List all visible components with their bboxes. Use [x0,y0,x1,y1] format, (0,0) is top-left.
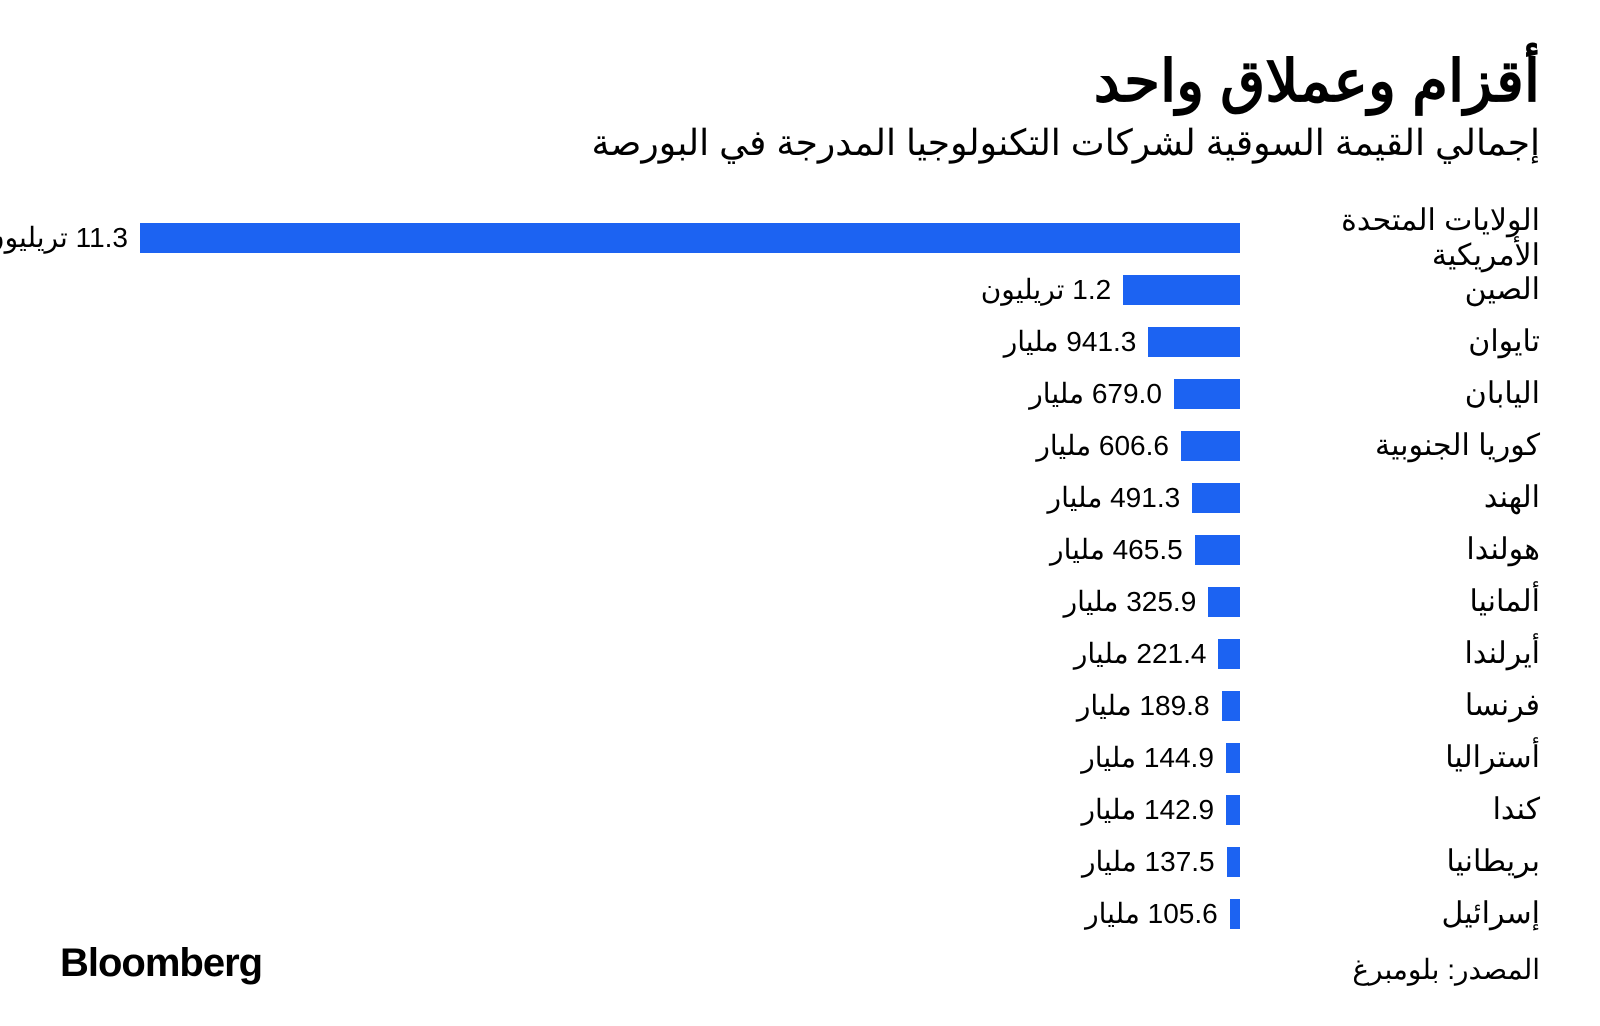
chart-title: أقزام وعملاق واحد [60,50,1540,114]
brand-logo: Bloomberg [60,941,262,986]
value-label: 189.8 مليار [1077,689,1210,722]
bar-area: 221.4 مليار [60,637,1240,670]
bar-area: 465.5 مليار [60,533,1240,566]
bar [1230,899,1240,929]
bar [1222,691,1240,721]
bar [1181,431,1240,461]
bar-area: 144.9 مليار [60,741,1240,774]
value-label: 606.6 مليار [1036,429,1169,462]
value-label: 144.9 مليار [1081,741,1214,774]
country-label: أيرلندا [1240,636,1540,671]
country-label: أستراليا [1240,740,1540,775]
bar-area: 137.5 مليار [60,845,1240,878]
bar-area: 142.9 مليار [60,793,1240,826]
chart-row: ألمانيا 325.9 مليار [60,578,1540,626]
country-label: ألمانيا [1240,584,1540,619]
chart-row: اليابان 679.0 مليار [60,370,1540,418]
chart-row: إسرائيل 105.6 مليار [60,890,1540,938]
chart-row: الولايات المتحدة الأمريكية11.3 تريليون د… [60,214,1540,262]
chart-row: الصين 1.2 تريليون [60,266,1540,314]
value-label: 491.3 مليار [1048,481,1181,514]
bar [1226,795,1240,825]
bar [1195,535,1240,565]
bar-area: 679.0 مليار [60,377,1240,410]
bar-area: 189.8 مليار [60,689,1240,722]
country-label: الهند [1240,480,1540,515]
value-label: 941.3 مليار [1004,325,1137,358]
value-label: 1.2 تريليون [981,273,1112,306]
bar [1123,275,1240,305]
bar [1226,743,1240,773]
bar-area: 105.6 مليار [60,897,1240,930]
bar [1208,587,1240,617]
chart-subtitle: إجمالي القيمة السوقية لشركات التكنولوجيا… [60,122,1540,164]
country-label: تايوان [1240,324,1540,359]
chart-row: أيرلندا 221.4 مليار [60,630,1540,678]
bar-area: 491.3 مليار [60,481,1240,514]
bar-area: 11.3 تريليون دولار [0,221,1240,254]
country-label: الولايات المتحدة الأمريكية [1240,203,1540,273]
country-label: هولندا [1240,532,1540,567]
chart-row: أستراليا 144.9 مليار [60,734,1540,782]
source-label: المصدر: بلومبرغ [1352,953,1540,986]
country-label: كندا [1240,792,1540,827]
value-label: 679.0 مليار [1029,377,1162,410]
country-label: بريطانيا [1240,844,1540,879]
bar [1218,639,1240,669]
value-label: 105.6 مليار [1085,897,1218,930]
value-label: 142.9 مليار [1081,793,1214,826]
value-label: 465.5 مليار [1050,533,1183,566]
country-label: اليابان [1240,376,1540,411]
bar [1227,847,1240,877]
chart-row: الهند 491.3 مليار [60,474,1540,522]
value-label: 325.9 مليار [1064,585,1197,618]
chart-row: فرنسا 189.8 مليار [60,682,1540,730]
bar [1148,327,1240,357]
bar-area: 1.2 تريليون [60,273,1240,306]
country-label: الصين [1240,272,1540,307]
bar-area: 606.6 مليار [60,429,1240,462]
chart-row: بريطانيا 137.5 مليار [60,838,1540,886]
chart-row: كوريا الجنوبية 606.6 مليار [60,422,1540,470]
value-label: 137.5 مليار [1082,845,1215,878]
chart-row: هولندا 465.5 مليار [60,526,1540,574]
bar [140,223,1240,253]
bar [1174,379,1240,409]
country-label: كوريا الجنوبية [1240,428,1540,463]
country-label: إسرائيل [1240,896,1540,931]
bar-area: 325.9 مليار [60,585,1240,618]
chart-row: كندا 142.9 مليار [60,786,1540,834]
country-label: فرنسا [1240,688,1540,723]
bar-chart: الولايات المتحدة الأمريكية11.3 تريليون د… [60,214,1540,938]
value-label: 11.3 تريليون دولار [0,221,128,254]
bar [1192,483,1240,513]
value-label: 221.4 مليار [1074,637,1207,670]
bar-area: 941.3 مليار [60,325,1240,358]
chart-row: تايوان 941.3 مليار [60,318,1540,366]
